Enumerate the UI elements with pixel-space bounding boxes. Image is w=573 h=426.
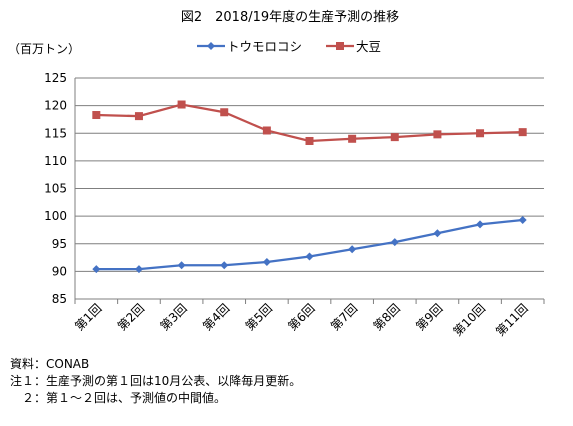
data-point — [134, 112, 143, 121]
data-point — [220, 261, 229, 270]
y-tick-label: 95 — [52, 237, 67, 251]
data-point — [92, 265, 101, 274]
legend-label: トウモロコシ — [227, 39, 302, 54]
x-tick-label: 第7回 — [328, 301, 360, 333]
legend-marker — [207, 42, 215, 50]
data-point — [390, 133, 399, 142]
source-note: 資料：CONAB — [10, 357, 90, 371]
x-tick-label: 第8回 — [371, 301, 403, 333]
legend-marker — [336, 42, 344, 50]
data-point — [92, 111, 101, 120]
series-group — [92, 100, 527, 274]
data-point — [177, 100, 186, 109]
data-point — [220, 108, 229, 117]
line-chart: 図2 2018/19年度の生産予測の推移 （百万トン） トウモロコシ 大豆 85 9… — [8, 9, 545, 339]
data-point — [262, 257, 271, 266]
x-tick-label: 第3回 — [157, 301, 189, 333]
x-tick-label: 第6回 — [285, 301, 317, 333]
legend: トウモロコシ 大豆 — [197, 39, 381, 54]
x-tick-label: 第9回 — [413, 301, 445, 333]
x-tick-label: 第10回 — [450, 301, 488, 339]
data-point — [305, 136, 314, 145]
y-axis-ticks: 85 90 95 100 105 110 115 120 125 — [44, 71, 67, 306]
data-point — [518, 215, 527, 224]
legend-label: 大豆 — [356, 39, 381, 54]
data-point — [518, 128, 527, 137]
data-point — [305, 252, 314, 261]
y-tick-label: 110 — [44, 154, 67, 168]
data-point — [476, 220, 485, 229]
x-tick-label: 第4回 — [200, 301, 232, 333]
y-axis-label: （百万トン） — [8, 42, 80, 56]
x-axis-ticks: 第1回 第2回 第3回 第4回 第5回 第6回 第7回 第8回 第9回 第10回 第11回 — [72, 299, 545, 339]
footnote-1: 注１：生産予測の第１回は10月公表、以降毎月更新。 — [10, 374, 302, 388]
data-point — [476, 129, 485, 138]
data-point — [348, 134, 357, 143]
y-tick-label: 125 — [44, 71, 67, 85]
chart-title: 図2 2018/19年度の生産予測の推移 — [181, 9, 399, 25]
y-tick-label: 105 — [44, 182, 67, 196]
footnote-2: ２：第１～２回は、予測値の中間値。 — [10, 391, 227, 405]
x-tick-label: 第2回 — [115, 301, 147, 333]
data-point — [390, 238, 399, 247]
data-point — [433, 130, 442, 139]
series-line-1 — [96, 103, 523, 143]
y-tick-label: 120 — [44, 99, 67, 113]
x-tick-label: 第5回 — [243, 301, 275, 333]
gridlines — [74, 77, 544, 300]
y-tick-label: 100 — [44, 209, 67, 223]
data-point — [177, 261, 186, 270]
data-point — [262, 126, 271, 135]
series-line-0 — [96, 218, 523, 271]
y-tick-label: 85 — [52, 292, 67, 306]
x-tick-label: 第11回 — [493, 301, 531, 339]
data-point — [348, 245, 357, 254]
data-point — [433, 229, 442, 238]
data-point — [134, 265, 143, 274]
y-tick-label: 115 — [44, 126, 67, 140]
y-tick-label: 90 — [52, 264, 67, 278]
x-tick-label: 第1回 — [72, 301, 104, 333]
